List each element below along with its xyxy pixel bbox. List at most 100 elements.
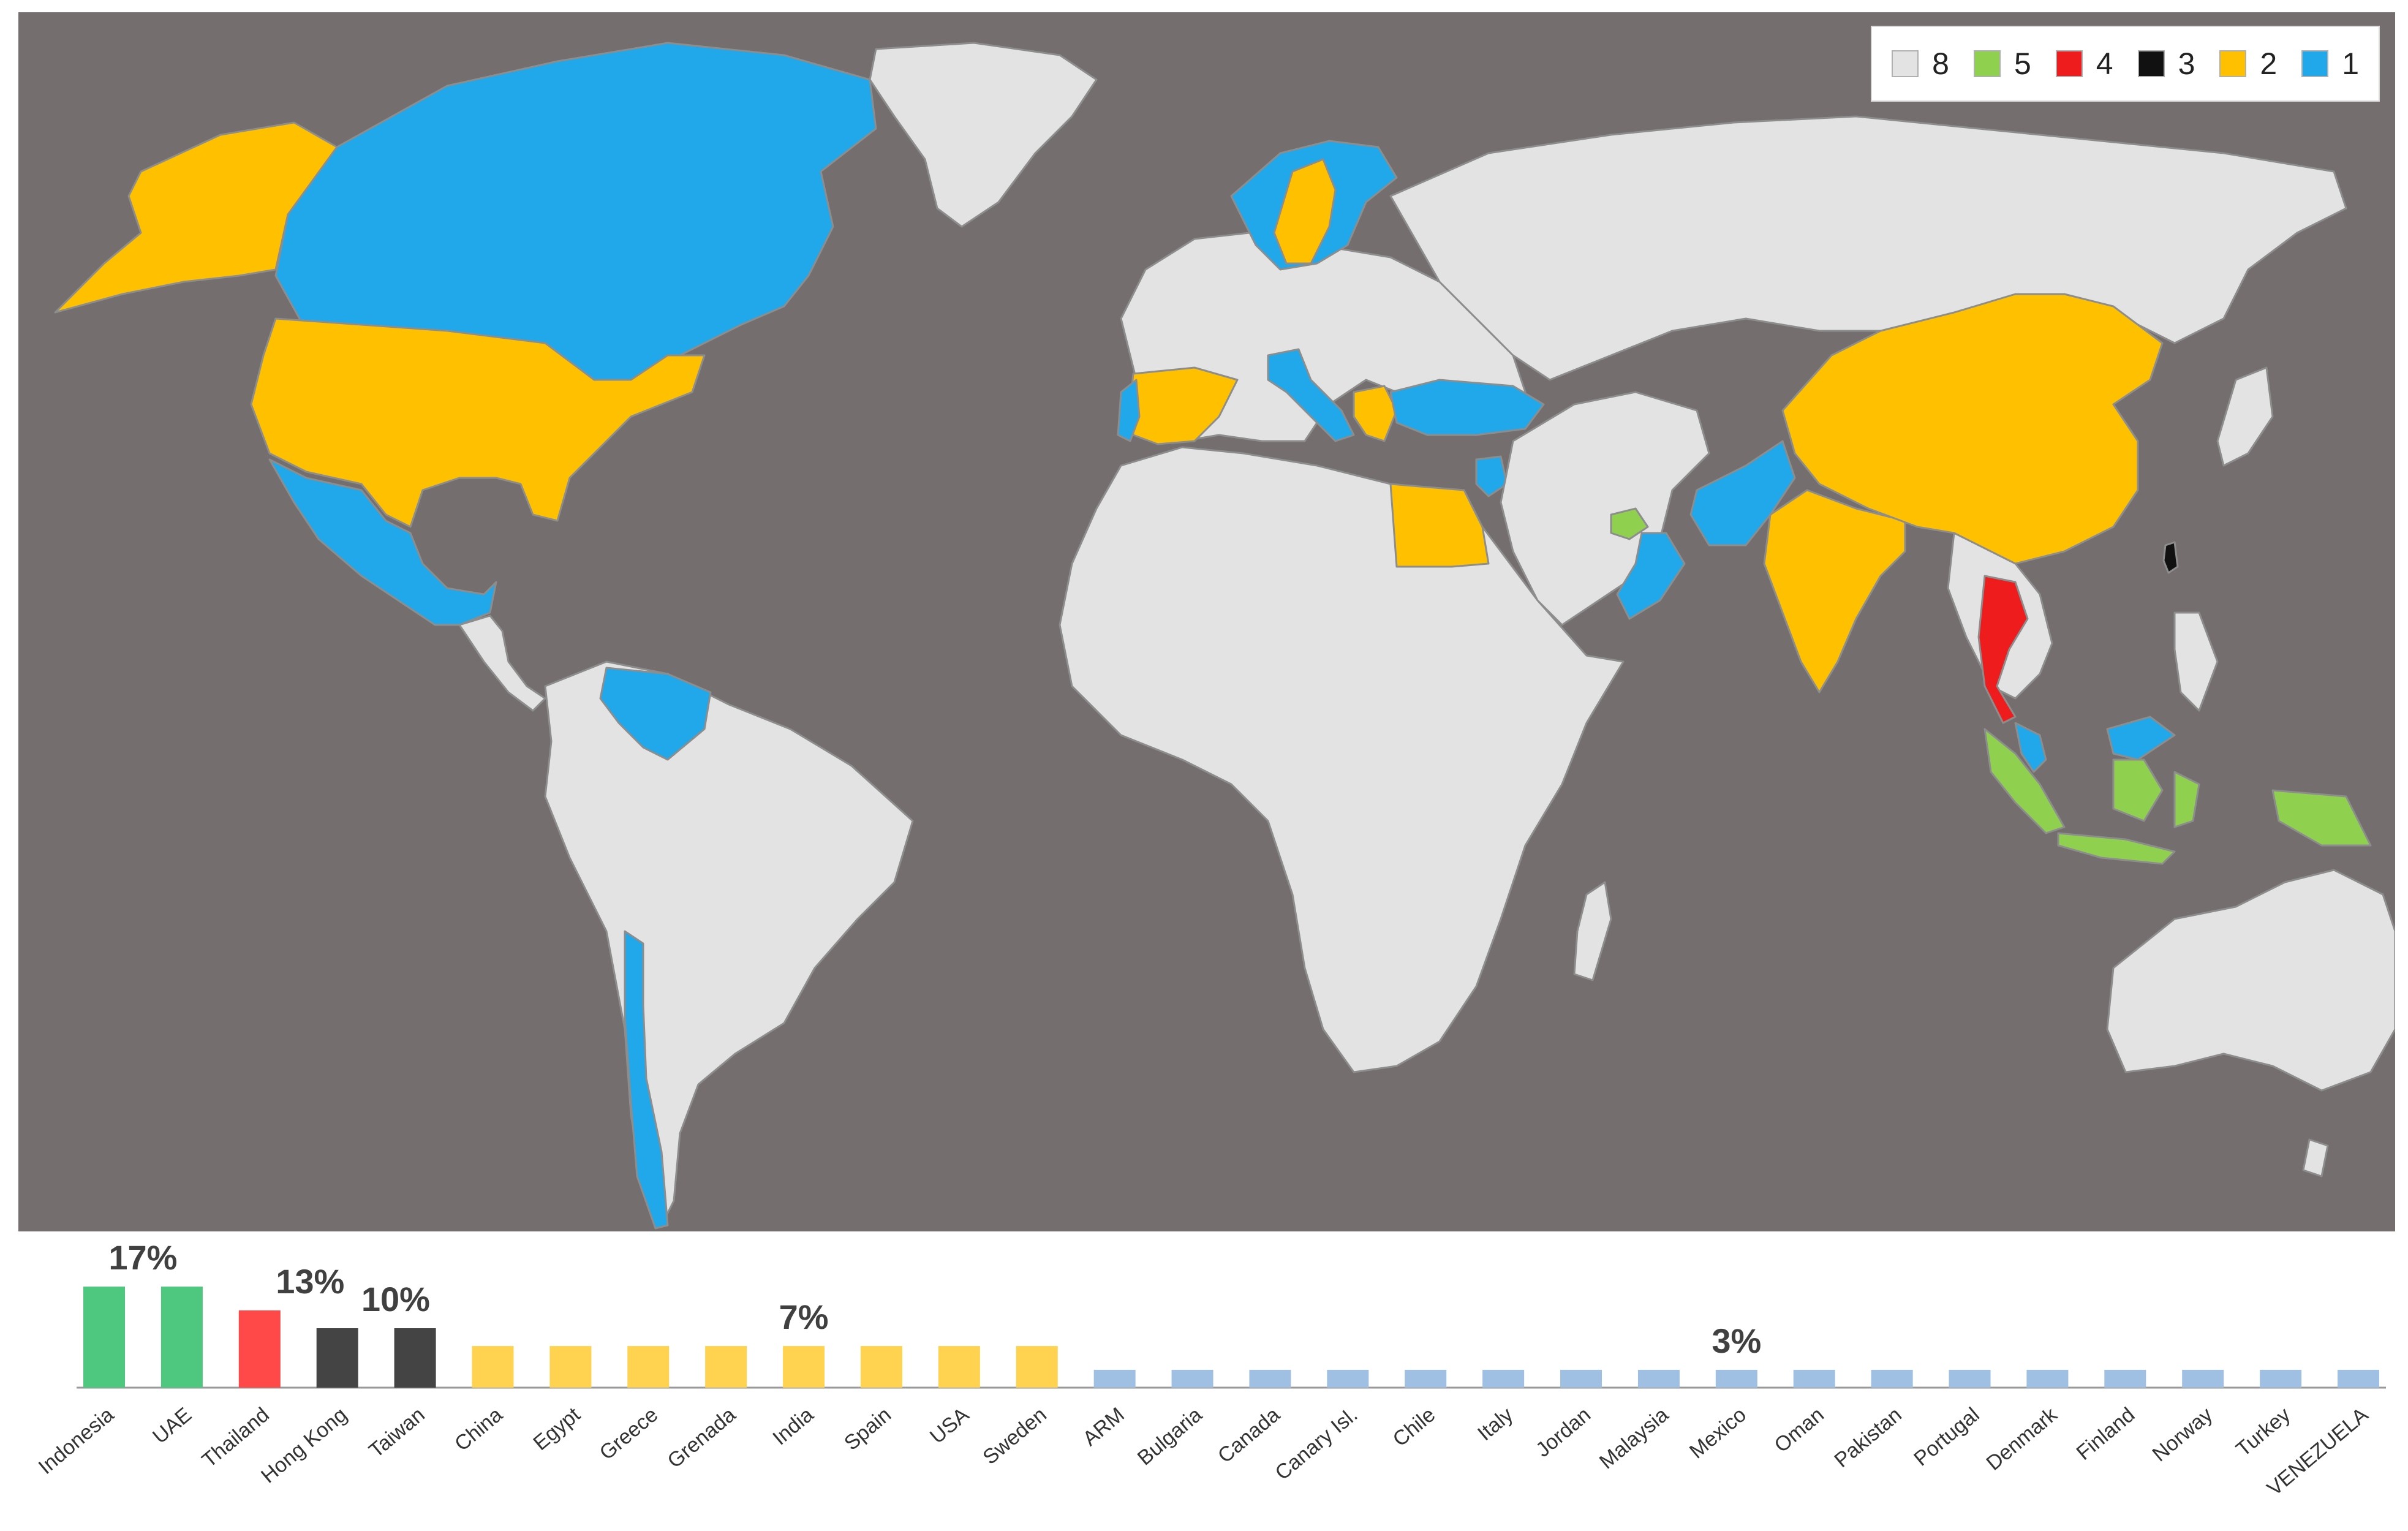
bar-indonesia [83, 1287, 125, 1388]
bar-india [783, 1346, 825, 1388]
legend-item: 8 [1892, 46, 1949, 81]
legend-item: 3 [2137, 46, 2195, 81]
legend-item: 4 [2055, 46, 2113, 81]
tick-label: USA [926, 1403, 973, 1448]
tick-label: Italy [1473, 1403, 1517, 1445]
bar-turkey [2260, 1369, 2302, 1388]
region-central-america [458, 614, 546, 712]
legend-label: 4 [2096, 47, 2113, 81]
bar-egypt [549, 1346, 592, 1388]
bar-hong-kong [316, 1328, 358, 1388]
bar-bulgaria [1171, 1369, 1213, 1388]
bar-canary-isl [1327, 1369, 1369, 1388]
region-alaska [54, 121, 338, 314]
bar-sweden [1016, 1346, 1058, 1388]
map-legend: 8 5 4 3 2 1 [1871, 26, 2380, 102]
legend-swatch [1892, 50, 1919, 77]
tick-label: Canada [1213, 1403, 1285, 1468]
bar-canada [1249, 1369, 1291, 1388]
region-italy [1267, 348, 1355, 442]
tick-label: Taiwan [364, 1403, 429, 1462]
bar-spain [860, 1346, 902, 1388]
bar-arm [1093, 1369, 1136, 1388]
legend-item: 5 [1973, 46, 2031, 81]
region-chile [624, 930, 669, 1230]
tick-label: Chile [1389, 1403, 1440, 1451]
data-label: 13% [276, 1262, 344, 1301]
data-label: 10% [361, 1280, 430, 1318]
bar-oman [1793, 1369, 1835, 1388]
tick-label: Bulgaria [1133, 1403, 1207, 1470]
region-sweden [1273, 158, 1337, 265]
region-egypt [1389, 483, 1490, 568]
legend-label: 1 [2342, 47, 2359, 81]
bar-uae [160, 1287, 203, 1388]
region-usa [250, 317, 706, 528]
region-japan [2216, 366, 2274, 467]
data-label: 17% [108, 1238, 177, 1277]
legend-swatch [2219, 50, 2247, 77]
tick-label: Jordan [1531, 1403, 1595, 1462]
region-oman [1616, 532, 1686, 620]
tick-label: Denmark [1982, 1402, 2062, 1475]
tick-label: Greece [595, 1403, 663, 1465]
region-greece [1353, 385, 1398, 442]
region-jordan [1475, 455, 1508, 497]
tick-label: Turkey [2232, 1403, 2295, 1461]
region-venezuela [599, 667, 712, 761]
bar-taiwan [394, 1328, 436, 1388]
tick-label: Malaysia [1595, 1403, 1673, 1473]
region-china [1781, 293, 2164, 565]
bar-italy [1482, 1369, 1525, 1388]
tick-label: Hong Kong [257, 1403, 352, 1488]
legend-label: 8 [1932, 47, 1949, 81]
legend-label: 2 [2260, 47, 2278, 81]
region-thailand [1977, 575, 2029, 724]
tick-label: Mexico [1685, 1403, 1751, 1463]
tick-label: ARM [1078, 1403, 1128, 1451]
tick-label: Egypt [529, 1403, 584, 1455]
tick-label: Pakistan [1830, 1403, 1906, 1472]
bar-chile [1405, 1369, 1447, 1388]
tick-label: Finland [2072, 1403, 2140, 1465]
bar-pakistan [1871, 1369, 1913, 1388]
tick-label: Spain [840, 1403, 896, 1455]
bar-malaysia [1637, 1369, 1680, 1388]
legend-label: 5 [2014, 47, 2031, 81]
bar-thailand [238, 1310, 281, 1388]
tick-label: India [768, 1403, 818, 1450]
region-mexico [268, 458, 497, 626]
region-philippines [2173, 611, 2219, 712]
bar-greece [627, 1346, 670, 1388]
region-turkey [1389, 379, 1545, 436]
tick-label: China [450, 1403, 507, 1456]
legend-item: 1 [2301, 46, 2359, 81]
tick-label: Grenada [663, 1403, 741, 1473]
region-indonesia [1983, 728, 2372, 865]
tick-label: Indonesia [34, 1403, 118, 1479]
tick-label: Norway [2148, 1403, 2217, 1466]
legend-swatch [2137, 50, 2165, 77]
data-label: 3% [1712, 1321, 1761, 1360]
bar-norway [2182, 1369, 2224, 1388]
bar-finland [2104, 1369, 2146, 1388]
region-uae [1610, 507, 1649, 540]
region-russia-asia [1389, 115, 2347, 381]
legend-item: 2 [2219, 46, 2277, 81]
region-portugal [1117, 379, 1141, 442]
legend-label: 3 [2178, 47, 2195, 81]
region-australia [2106, 869, 2395, 1092]
region-malaysia [2014, 716, 2176, 773]
tick-label: Canary Isl. [1271, 1403, 1362, 1485]
region-india [1763, 489, 1906, 694]
tick-label: Portugal [1909, 1403, 1983, 1471]
bar-denmark [2026, 1369, 2069, 1388]
legend-swatch [1973, 50, 2001, 77]
world-map-canvas [18, 12, 2395, 1231]
region-madagascar [1573, 881, 1612, 981]
bar-grenada [705, 1346, 747, 1388]
region-taiwan [2162, 541, 2179, 574]
tick-label: Thailand [198, 1403, 274, 1472]
